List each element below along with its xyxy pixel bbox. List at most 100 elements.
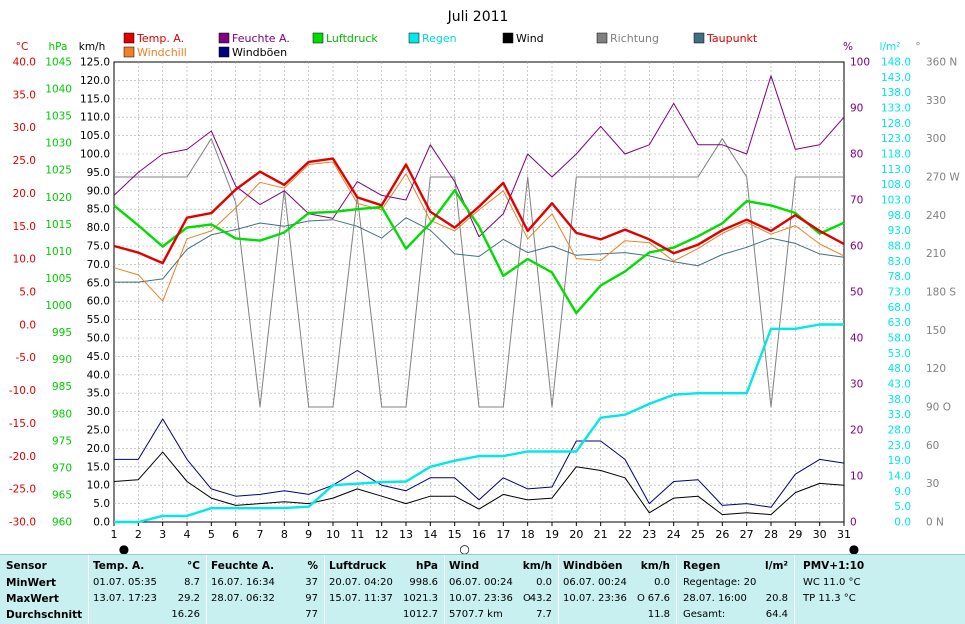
y-tick-label-pressure_hpa: 965 (52, 489, 72, 501)
stats-rain-days: Regentage: 20 (683, 577, 757, 588)
y-tick-label-pressure_hpa: 1005 (45, 273, 72, 285)
y-tick-label-rain_lm2: 148.0 (881, 57, 911, 69)
y-tick-label-pressure_hpa: 1045 (45, 57, 72, 69)
x-tick-label: 10 (326, 528, 340, 541)
y-tick-label-wind_kmh: 100.0 (80, 149, 110, 161)
stats-humidity-header: Feuchte A. (211, 560, 275, 572)
y-axes: 40.0 35.0 30.0 25.0 20.0 15.0 10.0 5.0 0.0 -5.0 -1… (9, 57, 961, 529)
y-tick-label-direction: 330 (926, 95, 946, 107)
legend-label: Richtung (610, 32, 659, 45)
y-tick-label-humidity_pct: 20 (850, 425, 863, 437)
y-tick-label-wind_kmh: 35.0 (87, 388, 110, 400)
y-tick-label-temp_c: 30.0 (13, 122, 36, 134)
x-tick-label: 30 (813, 528, 827, 541)
stats-temp-min-time: 01.07. 05:35 (93, 577, 157, 588)
stats-gusts-col: Windböen km/h 06.07. 00:24 0.0 10.07. 23… (558, 555, 676, 624)
legend-label: Luftdruck (326, 32, 378, 45)
y-tick-label-wind_kmh: 50.0 (87, 333, 110, 345)
y-tick-label-rain_lm2: 28.0 (888, 425, 911, 437)
stats-wind-header: Wind (449, 560, 480, 572)
y-tick-label-wind_kmh: 110.0 (80, 112, 110, 124)
y-tick-label-wind_kmh: 45.0 (87, 351, 110, 363)
y-tick-label-pressure_hpa: 1040 (45, 84, 72, 96)
y-tick-label-temp_c: -25.0 (9, 484, 36, 496)
y-tick-label-direction: 180 S (926, 287, 956, 299)
chart-legend: Temp. A. Feuchte A. Luftdruck Regen Wind Rich… (123, 32, 758, 59)
y-tick-label-wind_kmh: 10.0 (87, 480, 110, 492)
stats-pmv-col: PMV+1:10 WC 11.0 °C TP 11.3 °C (794, 555, 965, 624)
y-tick-label-humidity_pct: 40 (850, 333, 863, 345)
series-line-feuchte-a- (113, 75, 845, 238)
x-tick-label: 9 (305, 528, 312, 541)
stats-pressure-unit: hPa (416, 560, 438, 572)
stats-gusts-max-dir: O (637, 593, 645, 604)
legend-swatch (312, 32, 324, 44)
x-tick-label: 3 (159, 528, 166, 541)
stats-temp-min-val: 8.7 (184, 577, 200, 588)
y-tick-label-humidity_pct: 100 (850, 57, 870, 69)
stats-gusts-max-time: 10.07. 23:36 (563, 593, 627, 604)
y-tick-label-wind_kmh: 15.0 (87, 461, 110, 473)
stats-humidity-max-val: 97 (305, 593, 318, 604)
y-tick-label-wind_kmh: 5.0 (93, 498, 110, 510)
stats-pressure-col: Luftdruck hPa 20.07. 04:20 998.6 15.07. … (324, 555, 444, 624)
y-tick-label-humidity_pct: 70 (850, 195, 863, 207)
x-axis: 1 2 3 4 5 6 7 8 9 10 11 12 13 14 15 16 17 18 19 20 21 22 23 24 2… (111, 522, 859, 554)
legend-label: Taupunkt (706, 32, 758, 45)
x-tick-label: 29 (788, 528, 802, 541)
stats-rain-total-label: Gesamt: (683, 609, 726, 620)
legend-label: Temp. A. (136, 32, 184, 45)
y-tick-label-pressure_hpa: 985 (52, 381, 72, 393)
axis-unit-rain_lm2: l/m² (880, 41, 901, 53)
y-tick-label-humidity_pct: 30 (850, 379, 863, 391)
stats-pmv-wc: WC 11.0 °C (803, 577, 861, 588)
stats-temp-unit: °C (187, 560, 200, 572)
stats-rain-col: Regen l/m² Regentage: 20 28.07. 16:00 20… (676, 555, 794, 624)
y-tick-label-rain_lm2: 88.0 (888, 241, 911, 253)
x-tick-label: 7 (257, 528, 264, 541)
y-tick-label-wind_kmh: 75.0 (87, 241, 110, 253)
stats-wind-min-time: 06.07. 00:24 (449, 577, 513, 588)
y-tick-label-wind_kmh: 0.0 (93, 517, 110, 529)
y-tick-label-wind_kmh: 80.0 (87, 222, 110, 234)
y-tick-label-rain_lm2: 118.0 (881, 149, 911, 161)
y-tick-label-direction: 150 (926, 325, 946, 337)
moon-phase-marker: ● (119, 542, 129, 554)
stats-pressure-min-val: 998.6 (409, 577, 438, 588)
stats-wind-max-val: 43.2 (529, 593, 552, 604)
y-tick-label-pressure_hpa: 1010 (45, 246, 72, 258)
y-tick-label-wind_kmh: 120.0 (80, 75, 110, 87)
legend-label: Wind (516, 32, 544, 45)
y-tick-label-rain_lm2: 98.0 (888, 210, 911, 222)
legend-swatch (218, 46, 230, 58)
legend-label: Windchill (137, 46, 187, 59)
stats-pressure-max-val: 1021.3 (403, 593, 438, 604)
series-line-windchill (113, 161, 845, 302)
stats-humidity-max-time: 28.07. 06:32 (211, 593, 275, 604)
y-tick-label-rain_lm2: 123.0 (881, 133, 911, 145)
stats-row-min: MinWert (6, 577, 57, 589)
x-tick-label: 16 (472, 528, 486, 541)
x-tick-label: 11 (350, 528, 364, 541)
y-tick-label-temp_c: 0.0 (19, 319, 36, 331)
stats-temp-max-time: 13.07. 17:23 (93, 593, 157, 604)
y-tick-label-rain_lm2: 138.0 (881, 87, 911, 99)
stats-gusts-unit: km/h (640, 560, 670, 572)
y-tick-label-wind_kmh: 25.0 (87, 425, 110, 437)
x-tick-label: 5 (208, 528, 215, 541)
x-tick-label: 2 (135, 528, 142, 541)
y-tick-label-rain_lm2: 143.0 (881, 72, 911, 84)
y-tick-label-pressure_hpa: 1020 (45, 192, 72, 204)
y-tick-label-direction: 240 (926, 210, 946, 222)
y-tick-label-temp_c: -20.0 (9, 451, 36, 463)
stats-rain-max-val: 20.8 (765, 593, 788, 604)
stats-gusts-min-time: 06.07. 00:24 (563, 577, 627, 588)
stats-gusts-avg: 11.8 (647, 609, 670, 620)
x-tick-label: 14 (423, 528, 437, 541)
legend-label: Regen (422, 32, 457, 45)
series-line-regen (114, 323, 844, 524)
y-tick-label-wind_kmh: 85.0 (87, 204, 110, 216)
y-tick-label-direction: 90 O (926, 402, 951, 414)
stats-temp-avg: 16.26 (171, 609, 200, 620)
y-tick-label-wind_kmh: 90.0 (87, 185, 110, 197)
